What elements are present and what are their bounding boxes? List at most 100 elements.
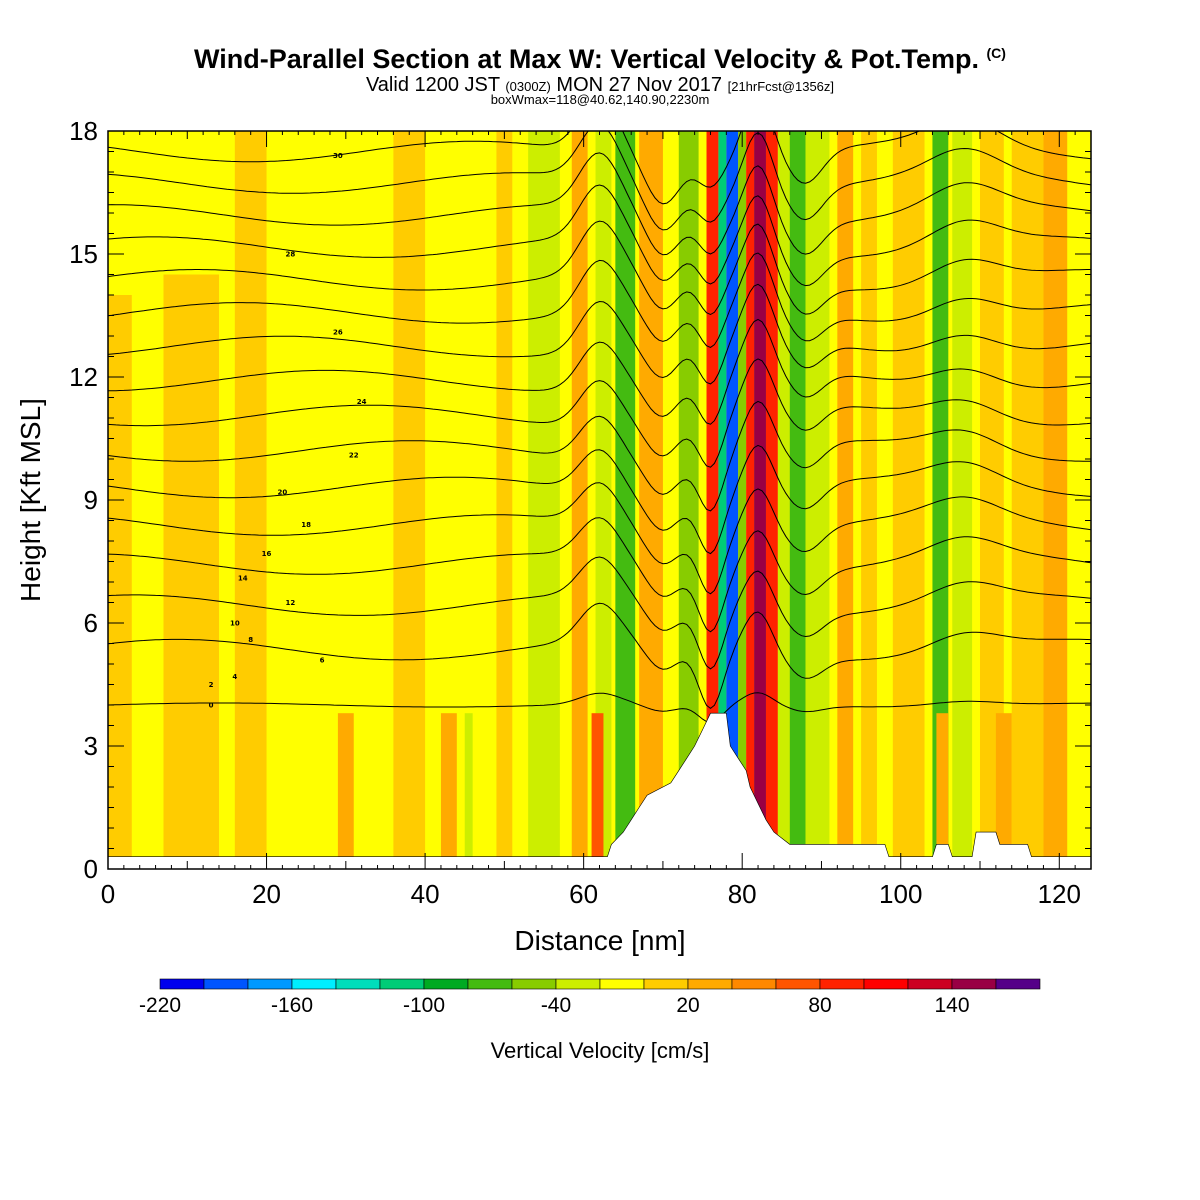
colorbar-swatch-16 [863, 978, 909, 990]
colorbar-swatch-11 [643, 978, 689, 990]
velocity-band-19 [789, 131, 806, 869]
x-tick-label: 100 [879, 879, 922, 909]
theta-contour-20 [108, 252, 1091, 348]
colorbar-swatch-17 [907, 978, 953, 990]
velocity-band-15 [746, 131, 755, 869]
velocity-band-31 [440, 713, 457, 869]
valid-prefix: Valid 1200 JST [365, 74, 500, 96]
colorbar-swatch-3 [291, 978, 337, 990]
valid-date: MON 27 Nov 2017 [556, 74, 723, 96]
velocity-band-18 [777, 131, 790, 869]
theta-contours [108, 131, 1091, 723]
colorbar-swatch-15 [819, 978, 865, 990]
y-axis-label: Height [Kft MSL] [15, 398, 46, 602]
velocity-band-10 [678, 131, 699, 869]
y-axis: 0 3 6 9 12 15 18 [69, 116, 1091, 884]
colorbar-swatch-0 [159, 978, 205, 990]
colorbar-label: -220 [139, 994, 181, 1017]
colorbar-swatch-4 [335, 978, 381, 990]
colorbar-swatch-10 [599, 978, 645, 990]
theta-label-26: 26 [333, 328, 343, 336]
x-tick-label: 20 [252, 879, 281, 909]
theta-label-14: 14 [238, 574, 248, 582]
theta-label-16: 16 [262, 550, 272, 558]
terrain-profile [108, 712, 1091, 869]
colorbar-swatch-18 [951, 978, 997, 990]
theta-contour-2 [108, 602, 1091, 710]
chart-title-text: Wind-Parallel Section at Max W: Vertical… [194, 44, 979, 74]
theta-label-12: 12 [285, 599, 295, 607]
theta-contour-4 [108, 556, 1091, 670]
y-tick-label: 0 [84, 854, 98, 884]
velocity-band-8 [615, 131, 636, 869]
theta-contour-0 [108, 692, 1091, 723]
valid-fcst: [21hrFcst@1356z] [727, 79, 835, 94]
theta-label-22: 22 [349, 451, 359, 459]
x-tick-label: 0 [101, 879, 115, 909]
colorbar-swatch-6 [423, 978, 469, 990]
velocity-band-23 [892, 131, 925, 869]
theta-label-4: 4 [232, 673, 237, 681]
velocity-band-27 [1011, 131, 1044, 869]
y-tick-label: 12 [69, 362, 98, 392]
velocity-band-33 [936, 713, 949, 869]
theta-label-30: 30 [333, 152, 343, 160]
colorbar-label: 140 [934, 994, 969, 1017]
velocity-band-2 [234, 131, 267, 869]
velocity-band-17 [765, 131, 778, 869]
colorbar-swatch-13 [731, 978, 777, 990]
theta-contour-26 [108, 152, 1091, 256]
colorbar-swatch-2 [247, 978, 293, 990]
box-info: boxWmax=118@40.62,140.90,2230m [490, 92, 710, 107]
theta-label-28: 28 [285, 251, 295, 259]
velocity-band-1 [163, 274, 219, 869]
colorbar-swatch-7 [467, 978, 513, 990]
velocity-band-28 [1043, 131, 1068, 869]
colorbar-label: -100 [403, 994, 445, 1017]
velocity-band-22 [861, 131, 877, 869]
velocity-band-12 [718, 131, 727, 869]
velocity-band-24 [932, 131, 949, 869]
colorbar-swatch-8 [511, 978, 557, 990]
velocity-band-5 [528, 131, 560, 869]
x-tick-label: 120 [1038, 879, 1081, 909]
x-axis-label: Distance [nm] [514, 925, 685, 956]
velocity-band-20 [805, 131, 830, 869]
velocity-band-13 [726, 131, 739, 869]
theta-label-24: 24 [357, 398, 367, 406]
velocity-band-11 [706, 131, 719, 869]
theta-contour-6 [108, 517, 1091, 633]
valid-utc: (0300Z) [505, 79, 551, 94]
velocity-band-16 [754, 131, 766, 869]
colorbar: -220 -160 -100 -40 20 80 140 [139, 978, 1041, 1017]
velocity-band-21 [837, 131, 854, 869]
theta-contour-24 [108, 184, 1091, 287]
colorbar-label: 80 [808, 994, 831, 1017]
x-tick-label: 40 [411, 879, 440, 909]
colorbar-swatch-5 [379, 978, 425, 990]
y-tick-label: 3 [84, 731, 98, 761]
velocity-band-30 [337, 713, 354, 869]
colorbar-swatch-14 [775, 978, 821, 990]
colorbar-swatch-1 [203, 978, 249, 990]
theta-contour-14 [108, 358, 1091, 468]
theta-contour-22 [108, 220, 1091, 316]
theta-label-10: 10 [230, 620, 240, 628]
velocity-band-34 [995, 713, 1012, 869]
terrain [108, 712, 1091, 869]
theta-contour-16 [108, 318, 1091, 425]
theta-label-0: 0 [209, 702, 214, 710]
velocity-band-14 [738, 131, 747, 869]
theta-label-8: 8 [248, 636, 253, 644]
velocity-band-32 [464, 713, 473, 869]
velocity-band-9 [639, 131, 663, 869]
theta-contour-28 [108, 131, 1091, 231]
theta-contour-10 [108, 444, 1091, 555]
y-tick-label: 15 [69, 239, 98, 269]
x-axis: 0 20 40 60 80 100 120 [101, 131, 1092, 909]
velocity-band-29 [591, 713, 604, 869]
velocity-band-3 [393, 131, 426, 869]
